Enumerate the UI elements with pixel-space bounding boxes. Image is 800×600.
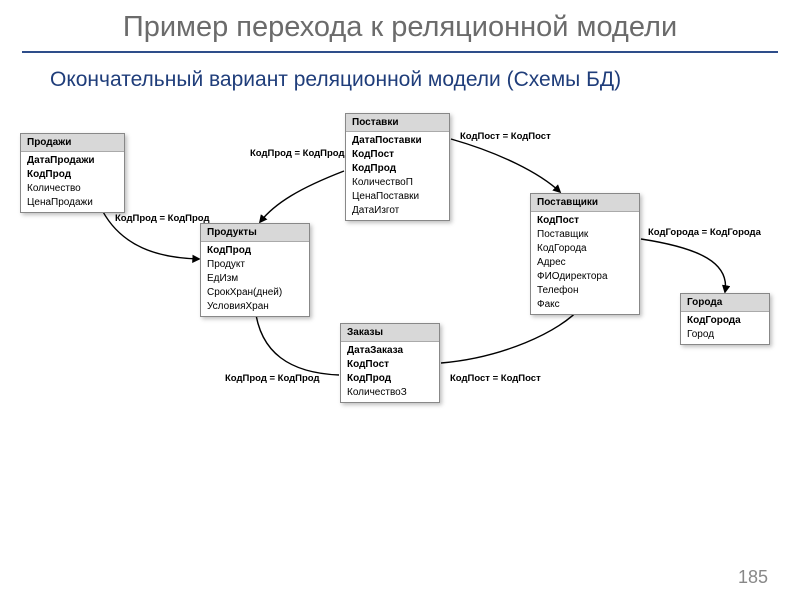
entity-field: КодГорода: [531, 242, 639, 256]
entity-field: Продукт: [201, 258, 309, 272]
relation-label: КодПост = КодПост: [460, 131, 551, 142]
entity-orders: ЗаказыДатаЗаказаКодПостКодПродКоличество…: [340, 323, 440, 403]
entity-field: Поставщик: [531, 228, 639, 242]
entity-field: КодПрод: [201, 244, 309, 258]
entity-field: ДатаПоставки: [346, 134, 449, 148]
entity-title: Продукты: [201, 224, 309, 242]
entity-body: КодГородаГород: [681, 312, 769, 344]
er-diagram: ПродажиДатаПродажиКодПродКоличествоЦенаП…: [0, 93, 800, 473]
relation-label: КодПост = КодПост: [450, 373, 541, 384]
slide-title-block: Пример перехода к реляционной модели: [0, 0, 800, 49]
entity-field: КоличествоП: [346, 176, 449, 190]
slide-title: Пример перехода к реляционной модели: [20, 10, 780, 45]
entity-field: КодПрод: [341, 372, 439, 386]
entity-body: КодПродПродуктЕдИзмСрокХран(дней)Условия…: [201, 242, 309, 316]
entity-field: КодПост: [346, 148, 449, 162]
entity-products: ПродуктыКодПродПродуктЕдИзмСрокХран(дней…: [200, 223, 310, 317]
relation-label: КодПрод = КодПрод: [225, 373, 320, 384]
entity-body: ДатаПоставкиКодПостКодПродКоличествоПЦен…: [346, 132, 449, 220]
entity-field: КодПрод: [21, 168, 124, 182]
entity-title: Заказы: [341, 324, 439, 342]
entity-body: ДатаПродажиКодПродКоличествоЦенаПродажи: [21, 152, 124, 212]
entity-title: Поставщики: [531, 194, 639, 212]
connector: [255, 308, 339, 375]
entity-field: Город: [681, 328, 769, 342]
relation-label: КодГорода = КодГорода: [648, 227, 761, 238]
entity-field: Адрес: [531, 256, 639, 270]
connector: [641, 239, 726, 292]
relation-label: КодПрод = КодПрод: [115, 213, 210, 224]
slide-subtitle: Окончательный вариант реляционной модели…: [0, 53, 800, 93]
entity-field: УсловияХран: [201, 300, 309, 314]
entity-field: Факс: [531, 298, 639, 312]
entity-field: ДатаПродажи: [21, 154, 124, 168]
entity-sales: ПродажиДатаПродажиКодПродКоличествоЦенаП…: [20, 133, 125, 213]
entity-field: Телефон: [531, 284, 639, 298]
entity-field: КодГорода: [681, 314, 769, 328]
entity-title: Поставки: [346, 114, 449, 132]
entity-supplies: ПоставкиДатаПоставкиКодПостКодПродКоличе…: [345, 113, 450, 221]
entity-cities: ГородаКодГородаГород: [680, 293, 770, 345]
entity-field: ЦенаПродажи: [21, 196, 124, 210]
entity-field: Количество: [21, 182, 124, 196]
entity-title: Продажи: [21, 134, 124, 152]
entity-field: ДатаИзгот: [346, 204, 449, 218]
entity-field: СрокХран(дней): [201, 286, 309, 300]
entity-body: КодПостПоставщикКодГородаАдресФИОдиректо…: [531, 212, 639, 314]
entity-field: ДатаЗаказа: [341, 344, 439, 358]
connector: [451, 139, 560, 192]
relation-label: КодПрод = КодПрод: [250, 148, 345, 159]
entity-field: КодПост: [341, 358, 439, 372]
entity-field: ФИОдиректора: [531, 270, 639, 284]
page-number: 185: [738, 567, 768, 588]
entity-field: ЦенаПоставки: [346, 190, 449, 204]
entity-field: ЕдИзм: [201, 272, 309, 286]
entity-field: КодПост: [531, 214, 639, 228]
entity-field: КоличествоЗ: [341, 386, 439, 400]
entity-title: Города: [681, 294, 769, 312]
entity-body: ДатаЗаказаКодПостКодПродКоличествоЗ: [341, 342, 439, 402]
entity-suppliers: ПоставщикиКодПостПоставщикКодГородаАдрес…: [530, 193, 640, 315]
entity-field: КодПрод: [346, 162, 449, 176]
connector: [260, 171, 344, 222]
